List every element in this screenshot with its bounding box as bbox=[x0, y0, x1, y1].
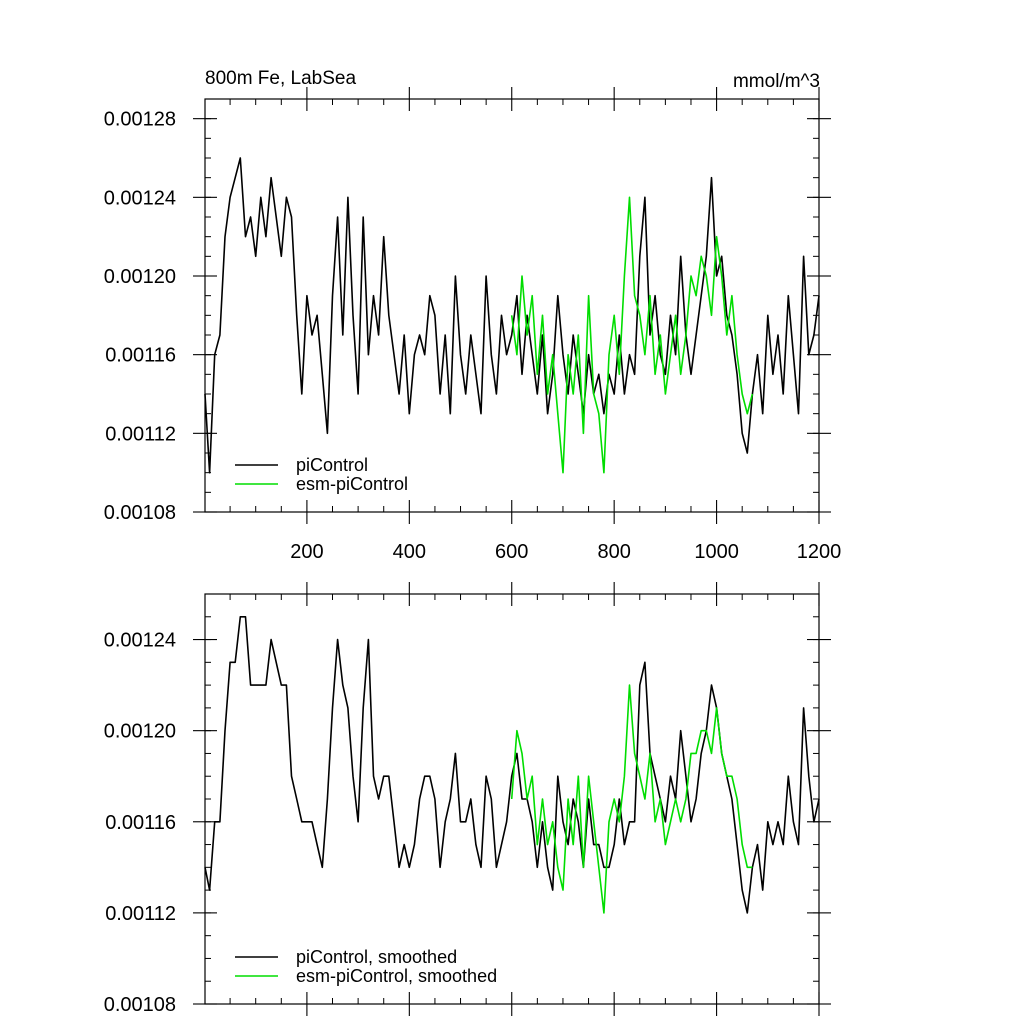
series-line-1 bbox=[510, 684, 753, 914]
data-lines bbox=[204, 615, 820, 914]
data-lines bbox=[204, 157, 820, 474]
y-tick-label: 0.00120 bbox=[104, 721, 176, 743]
x-tick-label: 600 bbox=[495, 541, 528, 563]
top-panel: 800m Fe, LabSea mmol/m^3 0.001080.001120… bbox=[104, 68, 842, 563]
x-tick-label: 200 bbox=[290, 541, 323, 563]
x-tick-label: 1200 bbox=[797, 541, 842, 563]
series-line-0 bbox=[204, 615, 820, 914]
y-tick-label: 0.00116 bbox=[105, 345, 176, 367]
legend-label: piControl, smoothed bbox=[296, 947, 457, 967]
legend-label: esm-piControl, smoothed bbox=[296, 966, 497, 986]
y-tick-label: 0.00116 bbox=[105, 812, 176, 834]
series-line-1 bbox=[510, 196, 754, 474]
legend-label: piControl bbox=[296, 455, 368, 475]
y-tick-label: 0.00112 bbox=[105, 903, 176, 925]
axis-ticks: 0.00108 0.00112 0.00116 0.00120 0.00124 0.001… bbox=[104, 87, 842, 563]
axis-ticks: 0.00108 0.00112 0.00116 0.00120 0.00124 bbox=[104, 582, 831, 1016]
y-tick-label: 0.00108 bbox=[104, 502, 176, 524]
y-tick-label: 0.00108 bbox=[104, 994, 176, 1016]
legend-label: esm-piControl bbox=[296, 474, 408, 494]
x-tick-label: 1000 bbox=[694, 541, 739, 563]
units-label: mmol/m^3 bbox=[733, 71, 820, 92]
y-tick-label: 0.00124 bbox=[104, 187, 176, 209]
plot-frame bbox=[204, 98, 820, 513]
bottom-panel: 0.00108 0.00112 0.00116 0.00120 0.00124 piCo… bbox=[104, 582, 831, 1016]
y-tick-label: 0.00124 bbox=[104, 630, 176, 652]
series-line-0 bbox=[204, 157, 820, 474]
x-tick-label: 400 bbox=[393, 541, 426, 563]
y-tick-label: 0.00120 bbox=[104, 266, 176, 288]
y-tick-label: 0.00112 bbox=[105, 423, 176, 445]
chart-title: 800m Fe, LabSea bbox=[205, 68, 356, 89]
y-tick-label: 0.00128 bbox=[104, 109, 176, 131]
x-tick-label: 800 bbox=[597, 541, 630, 563]
